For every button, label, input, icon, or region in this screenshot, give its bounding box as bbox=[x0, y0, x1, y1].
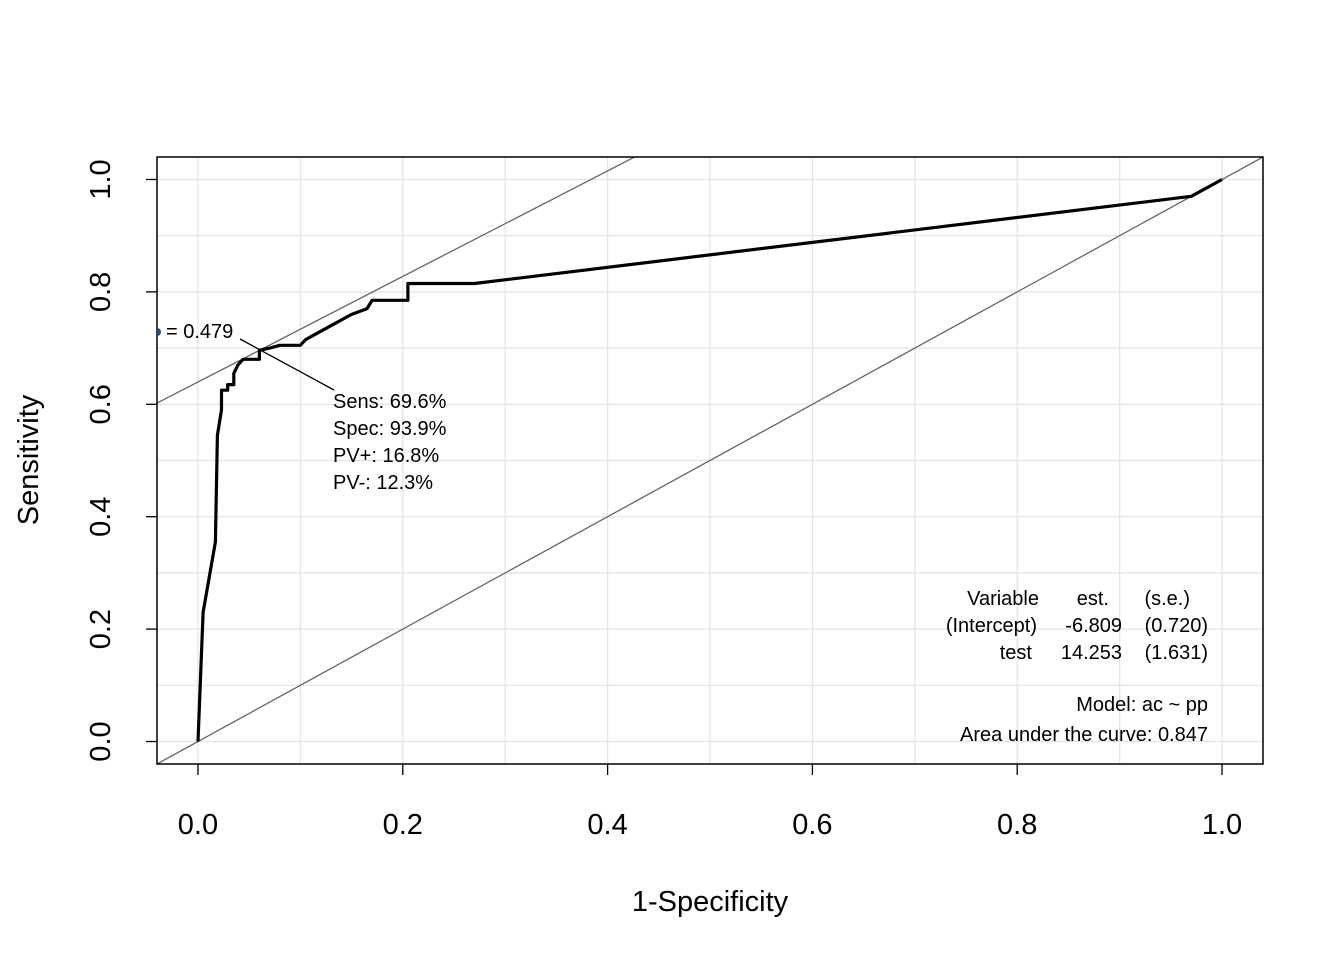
stat-sensitivity: Sens: 69.6% bbox=[333, 391, 447, 413]
x-tick-label: 0.8 bbox=[997, 809, 1037, 841]
auc-label: Area under the curve: 0.847 bbox=[960, 724, 1208, 746]
cutoff-label: = 0.479 bbox=[166, 321, 233, 343]
x-tick-label: 0.4 bbox=[587, 809, 627, 841]
roc-curve-group bbox=[196, 178, 1223, 742]
grid bbox=[157, 157, 1263, 764]
table-header-se: (s.e.) bbox=[1144, 588, 1190, 610]
reference-line bbox=[157, 157, 636, 404]
plot-frame bbox=[156, 156, 1264, 765]
model-formula: Model: ac ~ pp bbox=[1076, 694, 1208, 716]
y-tick-label: 0.6 bbox=[85, 384, 117, 424]
x-tick-label: 0.0 bbox=[178, 809, 218, 841]
y-tick-label: 0.8 bbox=[85, 272, 117, 312]
y-tick-label: 0.4 bbox=[85, 497, 117, 537]
table-row-test-est: 14.253 bbox=[1061, 642, 1122, 664]
x-axis-title: 1-Specificity bbox=[632, 886, 789, 918]
x-tick-label: 0.2 bbox=[383, 809, 423, 841]
annotation-leader bbox=[239, 338, 335, 391]
table-row-test-name: test bbox=[1000, 642, 1033, 664]
y-tick-label: 1.0 bbox=[85, 159, 117, 199]
coefficient-table: Variable est. (s.e.) (Intercept) -6.809 … bbox=[946, 588, 1208, 746]
reference-line bbox=[157, 157, 1263, 764]
stat-ppv: PV+: 16.8% bbox=[333, 445, 439, 467]
axis-ticks: 0.0 0.2 0.4 0.6 0.8 1.0 0.0 0.2 0.4 0.6 0.8 1.0 bbox=[85, 159, 1242, 841]
table-header-est: est. bbox=[1077, 588, 1109, 610]
roc-curve bbox=[196, 178, 1223, 742]
x-tick-label: 0.6 bbox=[792, 809, 832, 841]
y-tick-label: 0.2 bbox=[85, 609, 117, 649]
reference-lines bbox=[157, 157, 1263, 764]
optimal-point-annotation: = 0.479 Sens: 69.6% Spec: 93.9% PV+: 16.… bbox=[157, 321, 447, 494]
table-row-intercept-se: (0.720) bbox=[1145, 615, 1208, 637]
table-row-intercept-est: -6.809 bbox=[1065, 615, 1122, 637]
optimal-point-marker bbox=[157, 328, 161, 336]
stat-npv: PV-: 12.3% bbox=[333, 472, 433, 494]
table-row-intercept-name: (Intercept) bbox=[946, 615, 1037, 637]
stat-specificity: Spec: 93.9% bbox=[333, 418, 447, 440]
table-header-variable: Variable bbox=[967, 588, 1039, 610]
x-tick-label: 1.0 bbox=[1202, 809, 1242, 841]
y-tick-label: 0.0 bbox=[85, 721, 117, 761]
table-row-test-se: (1.631) bbox=[1145, 642, 1208, 664]
y-axis-title: Sensitivity bbox=[13, 394, 45, 525]
